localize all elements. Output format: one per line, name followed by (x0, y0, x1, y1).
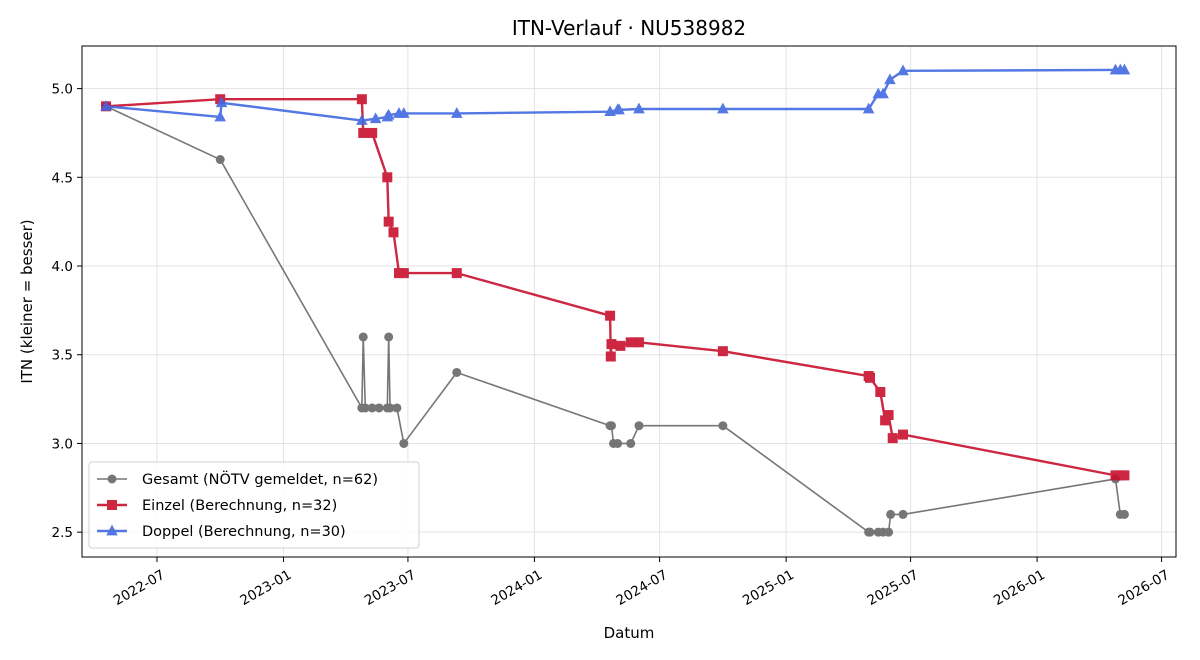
data-point (382, 172, 393, 183)
data-point (613, 103, 625, 115)
data-point (398, 268, 409, 279)
data-point (367, 403, 377, 413)
data-point (626, 438, 636, 448)
data-point (214, 110, 226, 122)
chart-title: ITN-Verlauf · NU538982 (512, 16, 746, 40)
data-point (606, 339, 617, 350)
data-point (388, 227, 399, 238)
data-point (717, 346, 728, 357)
series-triangle (100, 63, 1131, 125)
legend-box (88, 461, 420, 549)
data-point (886, 509, 896, 519)
data-point (385, 403, 395, 413)
legend-item (97, 500, 127, 510)
data-point (392, 403, 402, 413)
data-point (884, 527, 894, 537)
data-point (1119, 470, 1130, 481)
data-point (865, 372, 876, 383)
x-axis-label: Datum (604, 624, 655, 642)
y-tick-label: 5.0 (52, 82, 73, 98)
legend-label: Gesamt (NÖTV gemeldet, n=62) (142, 470, 378, 488)
data-point (374, 403, 384, 413)
data-point (367, 127, 378, 138)
data-point (1119, 509, 1129, 519)
data-point (883, 410, 894, 421)
data-point (215, 155, 225, 165)
legend-marker (107, 500, 117, 510)
data-point (384, 332, 394, 342)
data-point (615, 340, 626, 351)
data-point (451, 268, 462, 279)
y-tick-label: 4.0 (52, 259, 73, 275)
legend-marker (107, 474, 117, 484)
data-point (880, 415, 891, 426)
y-tick-label: 3.0 (52, 436, 73, 452)
data-point (358, 127, 369, 138)
y-tick-label: 3.5 (52, 348, 73, 364)
data-point (865, 527, 875, 537)
y-tick-label: 2.5 (52, 525, 73, 541)
data-point (898, 429, 909, 440)
data-point (452, 367, 462, 377)
data-point (606, 421, 616, 431)
data-point (718, 421, 728, 431)
legend-item (97, 524, 127, 536)
data-point (877, 87, 889, 99)
y-tick-label: 4.5 (52, 170, 73, 186)
data-point (625, 337, 636, 348)
data-point (605, 310, 616, 321)
series-square (101, 94, 1130, 481)
data-point (382, 108, 395, 120)
grid (82, 46, 1176, 557)
data-point (634, 421, 644, 431)
legend: Gesamt (NÖTV gemeldet, n=62) Einzel (Bere… (88, 461, 420, 549)
data-point (898, 509, 908, 519)
legend-item (97, 474, 127, 484)
data-point (398, 107, 410, 118)
data-point (383, 216, 394, 227)
data-point (897, 64, 909, 76)
series-layer (100, 63, 1131, 537)
data-point (633, 102, 645, 114)
data-point (356, 114, 368, 125)
data-point (613, 438, 623, 448)
data-point (862, 102, 875, 114)
data-point (875, 386, 886, 397)
data-point (399, 438, 409, 448)
data-point (887, 433, 898, 444)
data-point (369, 112, 382, 124)
data-point (1118, 63, 1131, 75)
legend-label: Einzel (Berechnung, n=32) (142, 498, 337, 514)
data-point (717, 102, 729, 114)
y-axis: 2.5 3.0 3.5 4.0 4.5 5.0 (52, 82, 82, 541)
legend-marker (106, 524, 118, 536)
plot-frame (81, 45, 1177, 558)
data-point (356, 94, 367, 105)
y-axis-label: ITN (kleiner = besser) (18, 219, 36, 383)
data-point (605, 351, 616, 362)
data-point (215, 96, 228, 108)
legend-label: Doppel (Berechnung, n=30) (142, 524, 346, 540)
data-point (358, 332, 368, 342)
data-point (884, 73, 896, 85)
data-point (450, 107, 463, 118)
series-circle (101, 101, 1129, 537)
data-point (633, 337, 644, 348)
data-point (100, 100, 112, 111)
data-point (360, 403, 370, 413)
